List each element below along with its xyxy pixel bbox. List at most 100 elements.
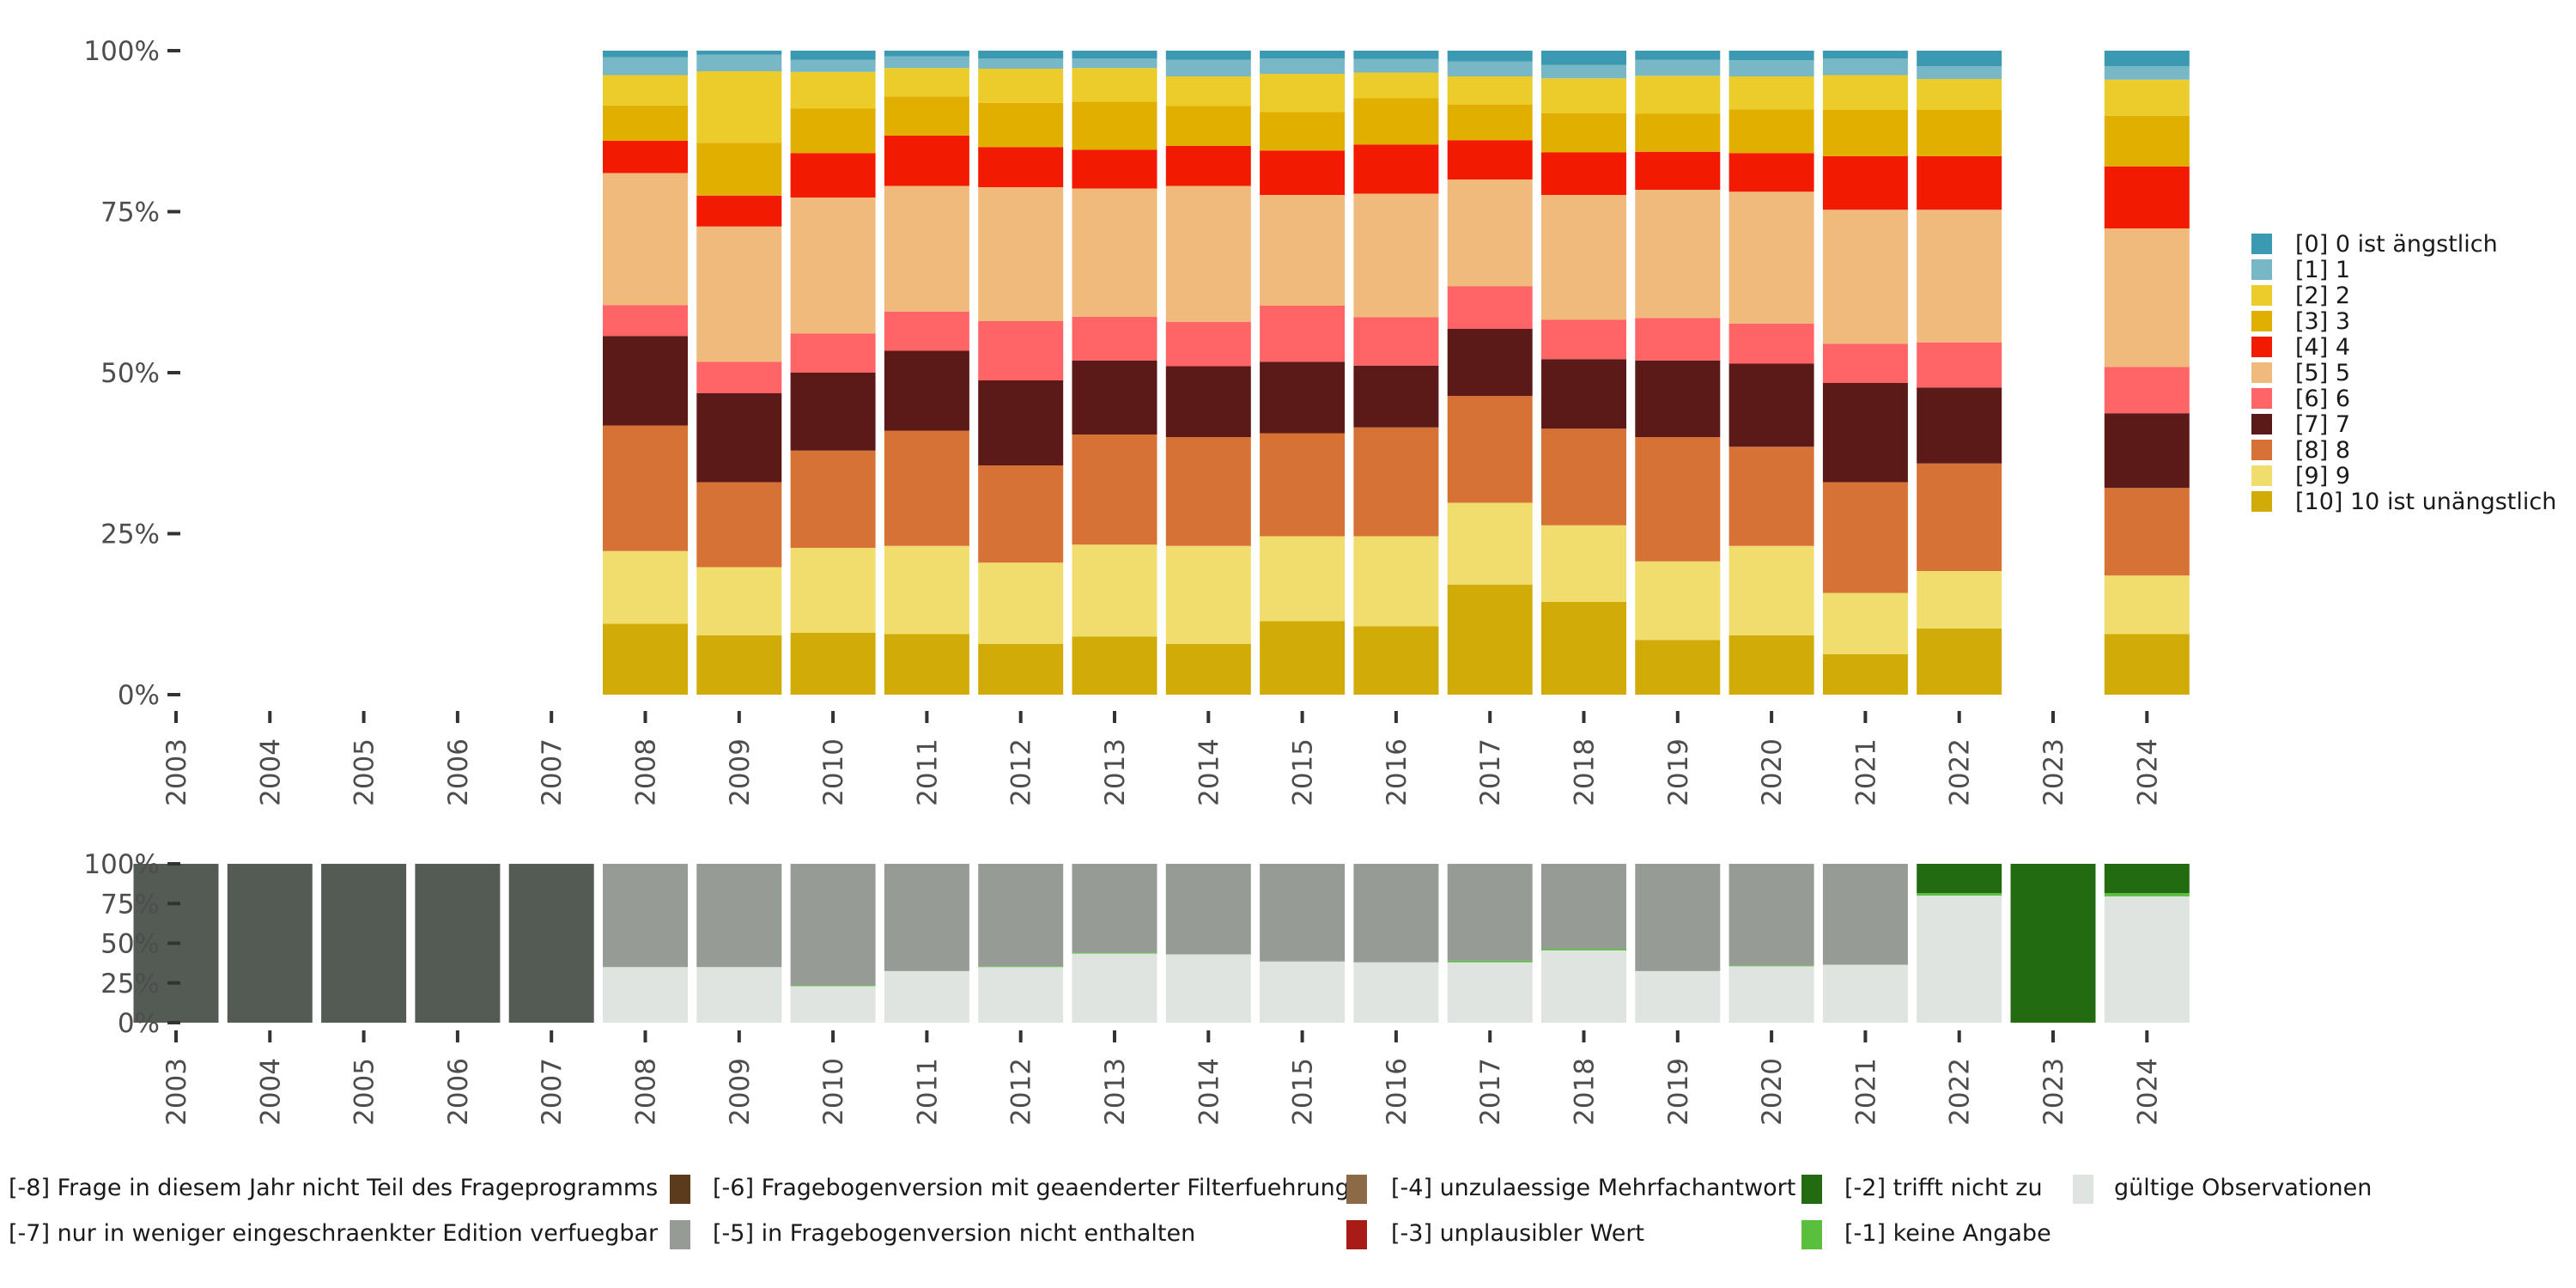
bar-segment xyxy=(1728,965,1814,967)
legend-item: [-2] trifft nicht zu xyxy=(1801,1175,2043,1204)
x-tick-label: 2013 xyxy=(1100,1058,1131,1126)
legend-label: [4] 4 xyxy=(2295,334,2350,361)
legend-item: [6] 6 xyxy=(2251,386,2350,412)
bar-segment xyxy=(978,187,1064,321)
bar-segment xyxy=(884,430,969,546)
bar-segment xyxy=(696,226,782,362)
bar-segment xyxy=(1541,864,1626,949)
legend-item: [-3] unplausibler Wert xyxy=(1346,1220,1644,1249)
bar-segment xyxy=(1260,195,1346,306)
legend-item: [8] 8 xyxy=(2251,437,2350,464)
bar-segment xyxy=(1635,190,1721,319)
legend-swatch xyxy=(2251,491,2272,512)
legend-label: [-2] trifft nicht zu xyxy=(1844,1175,2043,1201)
bar-segment xyxy=(1541,152,1626,195)
bar-segment xyxy=(1165,545,1251,644)
legend-item: [-4] unzulaessige Mehrfachantwort xyxy=(1346,1175,1795,1204)
bar-segment xyxy=(2104,864,2190,894)
bar-segment xyxy=(1822,864,1908,965)
legend-item: [-8] Frage in diesem Jahr nicht Teil des… xyxy=(9,1175,690,1204)
bar-segment xyxy=(790,197,876,334)
bar-segment xyxy=(790,59,876,72)
x-tick-label: 2018 xyxy=(1570,1058,1601,1126)
bar-segment xyxy=(603,967,688,1023)
y-tick-label: 0% xyxy=(118,680,160,711)
bar-segment xyxy=(696,967,782,1023)
bar-segment xyxy=(2104,79,2190,116)
bar-segment xyxy=(2104,488,2190,576)
legend-item: [-6] Fragebogenversion mit geaenderter F… xyxy=(670,1175,1350,1204)
legend-label: [0] 0 ist ängstlich xyxy=(2295,231,2498,258)
bar-segment xyxy=(1541,428,1626,526)
bar-segment xyxy=(1353,864,1439,963)
bar-segment xyxy=(1353,193,1439,318)
bar-segment xyxy=(1447,61,1533,76)
x-tick-label: 2008 xyxy=(631,738,662,806)
bar-segment xyxy=(1072,434,1157,545)
bar-segment xyxy=(1822,75,1908,110)
bar-segment xyxy=(1072,544,1157,637)
bar-segment xyxy=(1353,317,1439,366)
x-tick-label: 2003 xyxy=(161,738,192,806)
x-tick-label: 2020 xyxy=(1757,1058,1788,1126)
bar-segment xyxy=(1728,60,1814,76)
bar-segment xyxy=(1822,210,1908,344)
bar-segment xyxy=(603,141,688,173)
legend-swatch xyxy=(1346,1175,1367,1204)
bar-segment xyxy=(1728,76,1814,110)
bar-segment xyxy=(603,623,688,695)
legend-item: [2] 2 xyxy=(2251,283,2350,309)
bar-segment xyxy=(415,864,501,1023)
bar-segment xyxy=(1165,59,1251,76)
bar-segment xyxy=(696,143,782,196)
bar-segment xyxy=(884,136,969,186)
bar-segment xyxy=(2104,228,2190,368)
x-tick-label: 2023 xyxy=(2038,738,2069,806)
bar-segment xyxy=(978,58,1064,69)
bar-segment xyxy=(1072,953,1157,1023)
bar-segment xyxy=(1635,151,1721,190)
x-tick-label: 2021 xyxy=(1850,1058,1881,1126)
legend-item: [-7] nur in weniger eingeschraenkter Edi… xyxy=(9,1220,690,1249)
bar-segment xyxy=(1072,149,1157,189)
bar-segment xyxy=(1260,112,1346,151)
bar-segment xyxy=(1447,864,1533,961)
bar-segment xyxy=(227,864,313,1023)
bar-segment xyxy=(884,51,969,57)
bar-segment xyxy=(1260,51,1346,58)
bar-segment xyxy=(1635,640,1721,695)
bar-segment xyxy=(1822,482,1908,593)
bar-segment xyxy=(603,550,688,624)
legend-label: [-7] nur in weniger eingeschraenkter Edi… xyxy=(9,1220,659,1247)
legend-label: [-4] unzulaessige Mehrfachantwort xyxy=(1391,1175,1795,1201)
x-tick-label: 2011 xyxy=(912,738,943,806)
bar-segment xyxy=(884,96,969,136)
legend-label: [5] 5 xyxy=(2295,360,2350,386)
bar-segment xyxy=(884,311,969,351)
x-tick-label: 2003 xyxy=(161,1058,192,1126)
legend-label: [-8] Frage in diesem Jahr nicht Teil des… xyxy=(9,1175,658,1201)
bar-segment xyxy=(1353,626,1439,695)
bar-segment xyxy=(1917,79,2002,110)
legend-swatch xyxy=(2251,414,2272,434)
bar-segment xyxy=(603,425,688,551)
bar-segment xyxy=(1165,51,1251,60)
bar-segment xyxy=(1541,64,1626,79)
bar-segment xyxy=(1728,153,1814,192)
bar-segment xyxy=(1635,864,1721,971)
x-tick-label: 2024 xyxy=(2132,738,2163,806)
bar-segment xyxy=(790,373,876,451)
legend-item: [-5] in Fragebogenversion nicht enthalte… xyxy=(670,1220,1195,1249)
bar-segment xyxy=(884,350,969,431)
bar-segment xyxy=(1353,536,1439,627)
bar-segment xyxy=(978,465,1064,563)
bar-segment xyxy=(696,482,782,568)
legend-label: [7] 7 xyxy=(2295,411,2350,438)
bar-segment xyxy=(1728,966,1814,1023)
x-tick-label: 2016 xyxy=(1382,1058,1413,1126)
x-tick-label: 2006 xyxy=(443,1058,474,1126)
bottom-legend: [-8] Frage in diesem Jahr nicht Teil des… xyxy=(9,1175,2372,1249)
y-tick-label: 50% xyxy=(100,358,160,389)
x-tick-label: 2009 xyxy=(725,738,756,806)
bar-segment xyxy=(884,68,969,97)
